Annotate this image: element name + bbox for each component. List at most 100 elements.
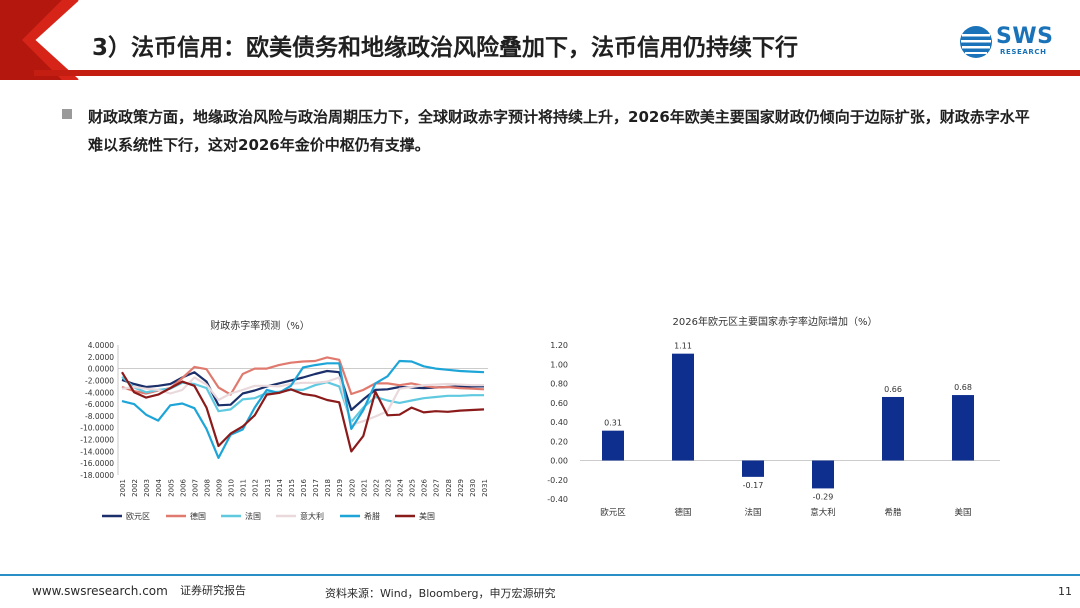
footer-divider: [0, 574, 1080, 576]
y-tick-label: -6.0000: [85, 400, 114, 409]
x-tick-label: 2003: [143, 479, 151, 497]
legend-label: 欧元区: [126, 511, 150, 521]
x-tick-label: 2013: [264, 479, 272, 497]
page-title: 3）法币信用：欧美债务和地缘政治风险叠加下，法币信用仍持续下行: [92, 35, 799, 61]
deficit-increase-chart: 2026年欧元区主要国家赤字率边际增加（%） 1.20 1.00 0.80 0.60 0…: [540, 308, 1010, 523]
series-line: [121, 376, 484, 426]
y-tick-label: 0.80: [550, 380, 568, 389]
y-tick-label: -18.0000: [80, 471, 114, 480]
logo-text: SWS: [996, 24, 1054, 49]
footer-source: 资料来源：Wind，Bloomberg，申万宏源研究: [325, 587, 556, 600]
bar: [602, 430, 624, 461]
sws-logo: SWS RESEARCH: [958, 22, 1058, 62]
bar-value-label: -0.17: [743, 481, 764, 490]
bar-value-label: 1.11: [674, 342, 692, 351]
x-tick-label: 2028: [445, 479, 453, 497]
y-tick-label: 1.00: [550, 360, 568, 369]
legend-label: 法国: [245, 511, 261, 521]
x-tick-label: 2005: [167, 479, 175, 497]
legend-label: 美国: [419, 511, 435, 521]
bar: [742, 460, 764, 477]
x-tick-label: 2010: [228, 479, 236, 497]
y-tick-label: -2.0000: [85, 376, 114, 385]
x-tick-label: 2021: [360, 479, 368, 497]
y-tick-label: -16.0000: [80, 459, 114, 468]
y-tick-label: 0.20: [550, 437, 568, 446]
x-tick-label: 2017: [312, 479, 320, 497]
page-number: 11: [1058, 585, 1072, 598]
bar: [952, 395, 974, 461]
x-tick-label: 2029: [457, 479, 465, 497]
bar: [812, 460, 834, 489]
x-tick-label: 2002: [131, 479, 139, 497]
x-tick-label: 2031: [481, 479, 489, 497]
series-line: [121, 371, 485, 453]
x-tick-label: 2009: [216, 479, 224, 497]
x-category-label: 欧元区: [600, 507, 626, 518]
series-line: [121, 359, 485, 459]
x-tick-label: 2014: [276, 478, 284, 496]
chart-title: 财政赤字率预测（%）: [210, 319, 310, 332]
x-tick-label: 2018: [324, 479, 332, 497]
bar-value-label: 0.66: [884, 385, 902, 394]
y-tick-label: -4.0000: [85, 388, 114, 397]
logo-subtext: RESEARCH: [1000, 48, 1047, 56]
sws-globe-icon: [960, 26, 992, 58]
header-decoration: [0, 0, 1080, 80]
x-category-label: 希腊: [884, 507, 902, 518]
bar-value-label: 0.68: [954, 383, 972, 392]
y-tick-label: 4.0000: [88, 341, 114, 350]
x-tick-label: 2024: [397, 478, 405, 496]
y-tick-label: -14.0000: [80, 447, 114, 456]
x-tick-label: 2027: [433, 479, 441, 497]
chart-title: 2026年欧元区主要国家赤字率边际增加（%）: [673, 315, 878, 328]
x-tick-label: 2012: [252, 479, 260, 497]
x-category-label: 意大利: [810, 507, 836, 518]
y-tick-label: 1.20: [550, 341, 568, 350]
x-tick-label: 2004: [155, 478, 163, 496]
deficit-increase-svg: 2026年欧元区主要国家赤字率边际增加（%） 1.20 1.00 0.80 0.60 0…: [547, 315, 1000, 518]
y-tick-label: 0.0000: [88, 365, 114, 374]
y-tick-label: -10.0000: [80, 424, 114, 433]
y-tick-label: -8.0000: [85, 412, 114, 421]
x-tick-label: 2026: [421, 478, 429, 496]
x-tick-label: 2015: [288, 479, 296, 497]
legend-label: 德国: [190, 511, 206, 521]
x-tick-label: 2007: [191, 479, 199, 497]
legend-label: 希腊: [364, 511, 380, 521]
bullet-point: 财政政策方面，地缘政治风险与政治周期压力下，全球财政赤字预计将持续上升，2026…: [62, 103, 1042, 159]
y-tick-label: 0.60: [550, 399, 568, 408]
bullet-text: 财政政策方面，地缘政治风险与政治周期压力下，全球财政赤字预计将持续上升，2026…: [88, 108, 1030, 154]
x-tick-label: 2019: [336, 479, 344, 497]
x-tick-label: 2030: [469, 479, 477, 497]
deficit-forecast-chart: 财政赤字率预测（%） 4.0000 2.0000 0.0000 -2.0000 -4.0…: [70, 315, 500, 530]
footer-website-link[interactable]: www.swsresearch.com: [32, 584, 168, 598]
y-tick-label: -0.20: [547, 476, 568, 485]
legend-label: 意大利: [300, 511, 324, 521]
y-tick-label: 0.40: [550, 418, 568, 427]
x-tick-label: 2023: [384, 479, 392, 497]
footer-report-tag: 证券研究报告: [180, 584, 246, 597]
y-tick-label: -12.0000: [80, 436, 114, 445]
y-tick-label: 0.00: [550, 457, 568, 466]
x-tick-label: 2022: [372, 479, 380, 497]
x-tick-label: 2006: [179, 478, 187, 496]
x-tick-label: 2011: [240, 479, 248, 497]
bar: [882, 396, 904, 461]
x-category-label: 德国: [674, 507, 691, 518]
x-tick-label: 2016: [300, 478, 308, 496]
deficit-forecast-svg: 财政赤字率预测（%） 4.0000 2.0000 0.0000 -2.0000 -4.0…: [80, 319, 489, 521]
bar: [672, 353, 694, 461]
bar-value-label: -0.29: [813, 492, 834, 501]
y-tick-label: 2.0000: [88, 353, 114, 362]
x-category-label: 美国: [954, 507, 971, 518]
x-category-label: 法国: [744, 507, 761, 518]
x-tick-label: 2001: [119, 479, 127, 497]
x-tick-label: 2025: [409, 479, 417, 497]
x-tick-label: 2008: [203, 479, 211, 497]
y-tick-label: -0.40: [547, 495, 568, 504]
header-banner: 3）法币信用：欧美债务和地缘政治风险叠加下，法币信用仍持续下行 SWS RESE…: [0, 0, 1080, 80]
x-tick-label: 2020: [348, 479, 356, 497]
bar-value-label: 0.31: [604, 419, 622, 428]
bullet-square-icon: [62, 109, 72, 119]
